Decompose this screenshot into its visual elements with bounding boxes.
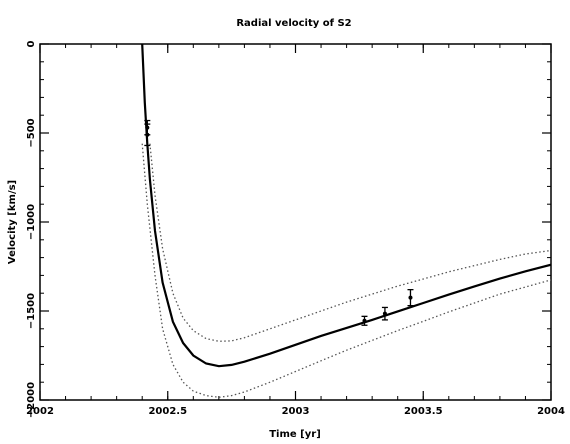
uncertainty-curve-2 [141,143,551,398]
data-point [382,311,387,316]
y-tick-label: 0 [26,40,37,47]
x-tick-label: 2002 [26,406,54,417]
data-points [144,119,414,326]
y-tick-label: −2000 [26,382,37,418]
x-tick-label: 2004 [537,406,565,417]
data-point [408,295,413,300]
chart-title: Radial velocity of S2 [236,18,351,29]
y-axis-label: Velocity [km/s] [7,180,18,264]
x-tick-label: 2003.5 [404,406,443,417]
y-tick-label: −1000 [26,204,37,240]
plot-frame [39,43,552,401]
model-curve [141,44,551,368]
y-tick-label: −1500 [26,293,37,329]
x-axis: 2002 2002.5 2003 2003.5 2004 [26,44,565,417]
data-point [145,125,150,130]
data-point [362,318,367,323]
x-axis-label: Time [yr] [269,429,321,440]
plot-area: 2002 2002.5 2003 2003.5 2004 0 −500 −1000 −1500… [26,40,565,418]
x-tick-label: 2003 [282,406,310,417]
series-layer [141,44,551,398]
x-tick-label: 2002.5 [148,406,187,417]
y-axis: 0 −500 −1000 −1500 −2000 [26,40,551,418]
uncertainty-curve-1 [149,143,551,342]
y-tick-label: −500 [26,118,37,147]
